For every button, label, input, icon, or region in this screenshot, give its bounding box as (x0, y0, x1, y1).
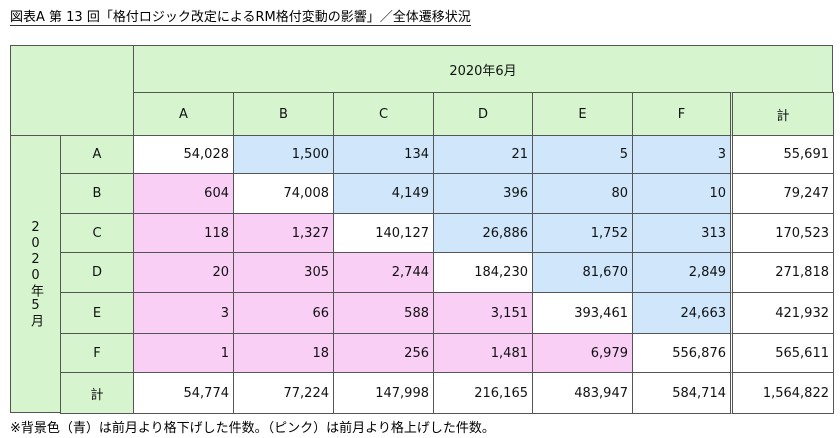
title: 図表A 第 13 回「格付ロジック改定によるRM格付変動の影響」／全体遷移状況 (10, 6, 471, 26)
value-cell: 588 (333, 292, 434, 334)
column-header: F (632, 92, 731, 136)
value-cell: 1,481 (433, 333, 533, 373)
value-cell: 24,663 (632, 292, 731, 334)
value-cell: 4,149 (333, 173, 434, 214)
value-cell: 256 (333, 333, 434, 373)
value-cell: 1,564,822 (730, 372, 834, 414)
value-cell: 604 (133, 173, 234, 214)
value-cell: 81,670 (532, 252, 633, 293)
row-header: A (60, 135, 134, 174)
value-cell: 556,876 (632, 333, 731, 373)
column-header: A (133, 92, 234, 136)
value-cell: 18 (233, 333, 334, 373)
value-cell: 216,165 (433, 372, 533, 414)
value-cell: 80 (532, 173, 633, 214)
value-cell: 54,028 (133, 135, 234, 174)
value-cell: 393,461 (532, 292, 633, 334)
column-header: C (333, 92, 434, 136)
value-cell: 5 (532, 135, 633, 174)
value-cell: 77,224 (233, 372, 334, 414)
footnote: ※背景色（青）は前月より格下げした件数。（ピンク）は前月より格上げした件数。 (10, 421, 495, 436)
value-cell: 396 (433, 173, 533, 214)
value-cell: 55,691 (730, 135, 834, 174)
value-cell: 54,774 (133, 372, 234, 414)
column-header: D (433, 92, 533, 136)
value-cell: 584,714 (632, 372, 731, 414)
value-cell: 2,849 (632, 252, 731, 293)
value-cell: 1,327 (233, 213, 334, 253)
value-cell: 21 (433, 135, 533, 174)
value-cell: 421,932 (730, 292, 834, 334)
value-cell: 118 (133, 213, 234, 253)
value-cell: 483,947 (532, 372, 633, 414)
value-cell: 1 (133, 333, 234, 373)
row-header: 計 (60, 372, 134, 414)
value-cell: 134 (333, 135, 434, 174)
value-cell: 26,886 (433, 213, 533, 253)
value-cell: 271,818 (730, 252, 834, 293)
value-cell: 74,008 (233, 173, 334, 214)
row-header: F (60, 333, 134, 373)
value-cell: 3 (632, 135, 731, 174)
column-header: 計 (730, 92, 834, 136)
row-header: D (60, 252, 134, 293)
row-header: B (60, 173, 134, 214)
value-cell: 147,998 (333, 372, 434, 414)
row-header: E (60, 292, 134, 334)
value-cell: 1,500 (233, 135, 334, 174)
row-header: C (60, 213, 134, 253)
value-cell: 6,979 (532, 333, 633, 373)
corner-cell (10, 45, 134, 136)
value-cell: 66 (233, 292, 334, 334)
value-cell: 565,611 (730, 333, 834, 373)
value-cell: 3 (133, 292, 234, 334)
value-cell: 1,752 (532, 213, 633, 253)
value-cell: 313 (632, 213, 731, 253)
value-cell: 10 (632, 173, 731, 214)
column-header: E (532, 92, 633, 136)
value-cell: 140,127 (333, 213, 434, 253)
value-cell: 20 (133, 252, 234, 293)
value-cell: 79,247 (730, 173, 834, 214)
value-cell: 184,230 (433, 252, 533, 293)
value-cell: 305 (233, 252, 334, 293)
value-cell: 2,744 (333, 252, 434, 293)
value-cell: 170,523 (730, 213, 834, 253)
column-group-header: 2020年6月 (133, 45, 833, 93)
value-cell: 3,151 (433, 292, 533, 334)
column-header: B (233, 92, 334, 136)
row-group-header: 2020年5月 (10, 135, 61, 413)
